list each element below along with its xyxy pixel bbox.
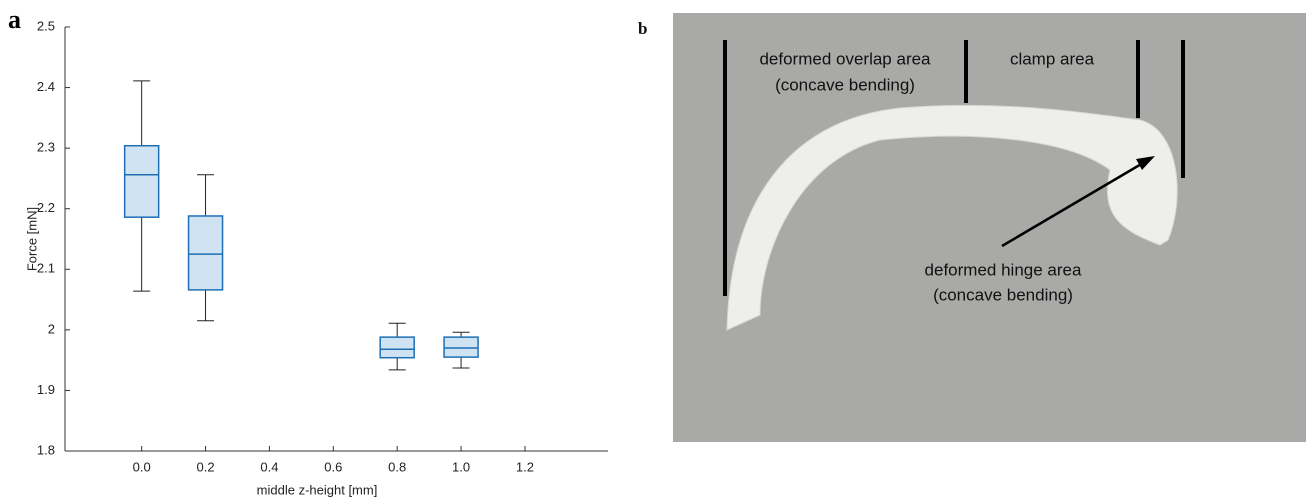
x-tick-label: 0.6: [324, 459, 342, 474]
arrow: [1001, 161, 1144, 248]
x-tick-label: 0.2: [197, 459, 215, 474]
photo: b deformed overlap area (concave bending…: [638, 13, 1306, 442]
y-tick-label: 2.5: [37, 18, 55, 33]
x-tick-label: 1.2: [516, 459, 534, 474]
y-tick-label: 1.9: [37, 382, 55, 397]
x-tick-label: 0.8: [388, 459, 406, 474]
y-axis-label: Force [mN]: [24, 207, 39, 271]
x-tick-label: 0.4: [260, 459, 278, 474]
annotation: clamp area: [1010, 49, 1095, 68]
annotation: deformed hinge area: [925, 260, 1082, 279]
y-tick-label: 2.3: [37, 140, 55, 155]
sample: [726, 104, 1178, 331]
y-tick-label: 2.1: [37, 261, 55, 276]
box: [443, 336, 479, 358]
annotation: deformed overlap area: [759, 49, 931, 68]
y-tick-label: 1.8: [37, 442, 55, 457]
box: [123, 144, 160, 218]
annotation: (concave bending): [775, 75, 915, 94]
x-tick-label: 0.0: [133, 459, 151, 474]
x-axis-label: middle z-height [mm]: [257, 482, 378, 497]
y-tick-label: 2.4: [37, 79, 55, 94]
y-tick-label: 2.2: [37, 200, 55, 215]
x-tick-label: 1.0: [452, 459, 470, 474]
panel-label: a: [8, 5, 21, 34]
box: [187, 215, 224, 291]
arrow-head: [1136, 156, 1155, 170]
y-tick-label: 2: [48, 321, 55, 336]
panel-label: b: [638, 19, 647, 38]
box: [379, 336, 415, 359]
plot-area: 1.8 1.9 2 2.1 2.2 2.3 2.4 2.5 0.0 0.2 0.4 0.6 0.8 1.0…: [37, 18, 534, 474]
annotation: (concave bending): [933, 285, 1073, 304]
